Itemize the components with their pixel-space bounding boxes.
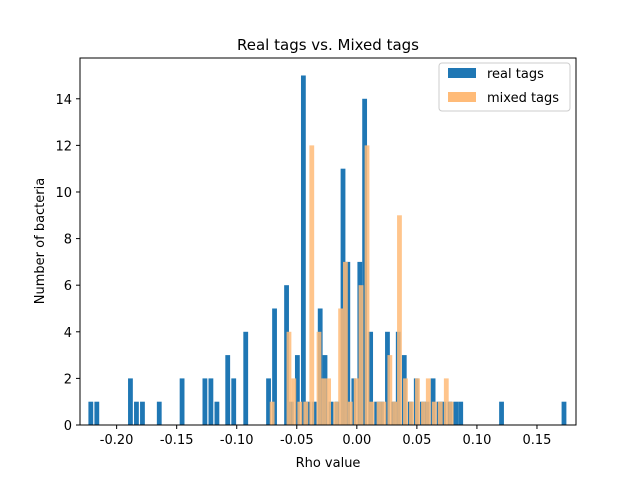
bar-mixed-tags <box>347 401 353 425</box>
bar-real-tags <box>300 75 306 425</box>
y-axis: 0 2 4 6 8 10 12 14 <box>55 93 80 434</box>
bars-mixed-tags <box>269 145 454 425</box>
x-axis-label: Rho value <box>296 456 361 471</box>
legend-label-mixed-tags: mixed tags <box>487 91 559 106</box>
bar-real-tags <box>294 355 300 425</box>
bar-mixed-tags <box>333 401 339 425</box>
bar-real-tags <box>140 401 145 425</box>
bar-real-tags <box>134 401 139 425</box>
bar-real-tags <box>202 378 208 425</box>
y-tick-label: 4 <box>64 326 72 341</box>
bar-real-tags <box>340 168 346 425</box>
bar-mixed-tags <box>303 401 309 425</box>
bar-real-tags <box>385 331 390 425</box>
bar-mixed-tags <box>291 378 297 425</box>
bar-real-tags <box>179 378 185 425</box>
y-tick-label: 14 <box>55 93 72 108</box>
legend: real tags mixed tags <box>438 62 571 112</box>
bar-mixed-tags <box>369 401 375 425</box>
bar-real-tags <box>208 378 214 425</box>
bar-mixed-tags <box>286 331 292 425</box>
bar-mixed-tags <box>403 378 408 425</box>
bar-mixed-tags <box>269 401 275 425</box>
bar-mixed-tags <box>448 401 454 425</box>
bar-real-tags <box>561 401 567 425</box>
bar-real-tags <box>231 378 237 425</box>
bar-mixed-tags <box>309 145 315 425</box>
bar-mixed-tags <box>353 378 359 425</box>
bar-mixed-tags <box>364 145 370 425</box>
bar-real-tags <box>311 401 317 425</box>
bar-real-tags <box>266 378 271 425</box>
bar-mixed-tags <box>425 378 431 425</box>
bar-mixed-tags <box>326 378 331 425</box>
bar-real-tags <box>458 401 464 425</box>
x-tick-label: 0.00 <box>342 433 371 448</box>
bar-mixed-tags <box>338 308 344 425</box>
bar-mixed-tags <box>421 401 426 425</box>
bar-mixed-tags <box>376 401 382 425</box>
bar-real-tags <box>453 401 459 425</box>
bar-mixed-tags <box>316 331 322 425</box>
bar-real-tags <box>368 331 374 425</box>
y-tick-label: 2 <box>64 372 72 387</box>
bar-mixed-tags <box>321 378 327 425</box>
plot-area <box>88 75 567 425</box>
bar-mixed-tags <box>415 378 420 425</box>
x-tick-label: 0.05 <box>402 433 431 448</box>
bar-mixed-tags <box>409 401 414 425</box>
x-axis: -0.20 -0.15 -0.10 -0.05 0.00 0.05 0.10 0.15 <box>100 425 551 448</box>
bar-real-tags <box>156 401 162 425</box>
bar-mixed-tags <box>443 378 449 425</box>
bar-mixed-tags <box>392 401 398 425</box>
bar-mixed-tags <box>387 355 393 425</box>
bar-mixed-tags <box>343 261 348 425</box>
x-tick-label: -0.20 <box>100 433 134 448</box>
legend-label-real-tags: real tags <box>487 67 544 82</box>
y-tick-label: 12 <box>55 139 72 154</box>
y-tick-label: 0 <box>64 419 72 434</box>
bar-mixed-tags <box>381 401 387 425</box>
x-tick-label: 0.15 <box>522 433 551 448</box>
x-tick-label: 0.10 <box>462 433 491 448</box>
y-axis-label: Number of bacteria <box>33 178 48 304</box>
bar-mixed-tags <box>437 401 443 425</box>
y-tick-label: 8 <box>64 233 72 248</box>
chart-title: Real tags vs. Mixed tags <box>237 36 419 54</box>
legend-swatch-mixed-tags <box>448 92 476 102</box>
x-tick-label: -0.05 <box>280 433 314 448</box>
bar-real-tags <box>374 401 380 425</box>
bar-mixed-tags <box>297 401 303 425</box>
bar-real-tags <box>88 401 94 425</box>
bar-real-tags <box>214 401 220 425</box>
axes-frame <box>79 57 577 426</box>
bar-real-tags <box>284 285 289 425</box>
y-tick-label: 10 <box>55 186 72 201</box>
legend-swatch-real-tags <box>448 68 476 78</box>
bar-real-tags <box>272 308 277 425</box>
bar-real-tags <box>128 378 133 425</box>
bar-real-tags <box>499 401 504 425</box>
y-tick-label: 6 <box>64 279 72 294</box>
bar-mixed-tags <box>397 215 402 425</box>
bar-real-tags <box>225 355 231 425</box>
bar-real-tags <box>243 331 249 425</box>
bar-real-tags <box>94 401 100 425</box>
bar-mixed-tags <box>358 285 364 425</box>
x-tick-label: -0.15 <box>160 433 194 448</box>
bar-real-tags <box>441 401 447 425</box>
bar-mixed-tags <box>431 401 437 425</box>
x-tick-label: -0.10 <box>220 433 254 448</box>
